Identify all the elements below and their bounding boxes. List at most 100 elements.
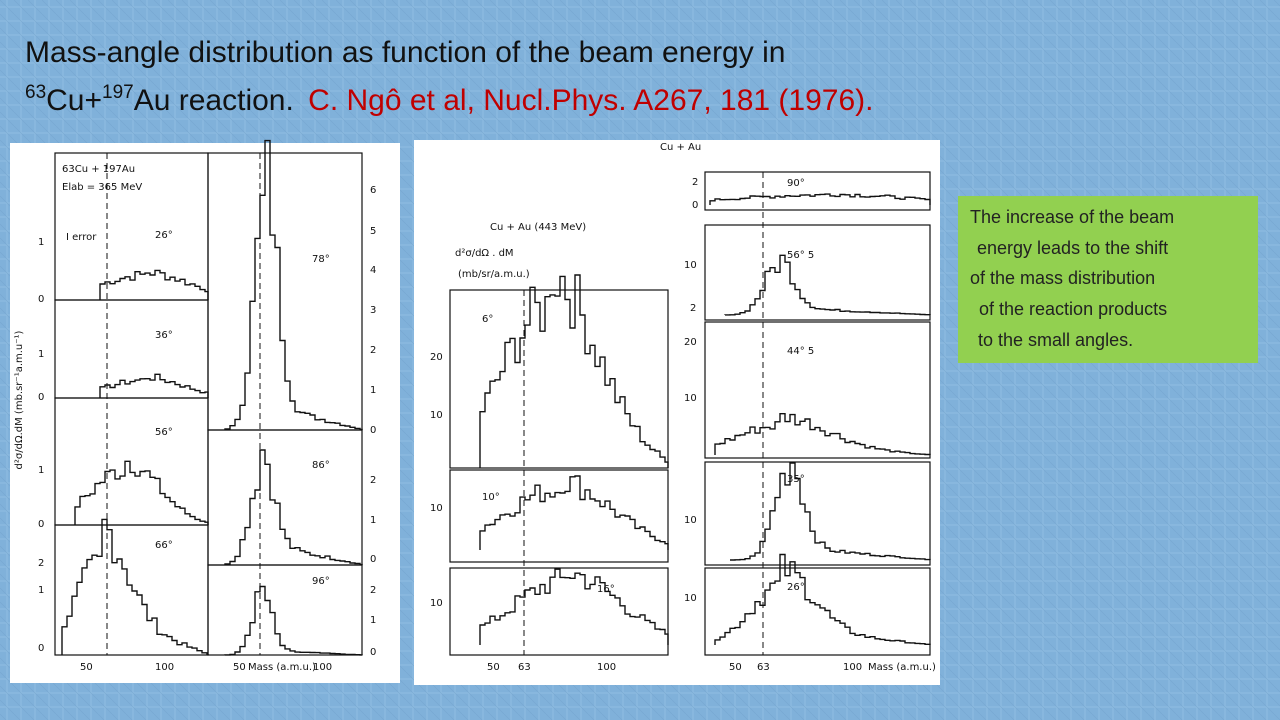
x-tick-label: 100 <box>313 662 332 673</box>
figure-top-label: Cu + Au <box>660 142 701 153</box>
note-line: of the reaction products <box>979 299 1167 319</box>
y-tick-label: 10 <box>430 503 443 514</box>
histogram <box>714 413 931 456</box>
y-tick-label: 10 <box>430 598 443 609</box>
y-tick-label: 1 <box>370 385 376 396</box>
y-axis-label: d²σ/dΩ . dM <box>455 248 514 259</box>
y-tick-label: 10 <box>684 260 697 271</box>
error-label: I error <box>66 232 97 243</box>
citation: C. Ngô et al, Nucl.Phys. A267, 181 (1976… <box>308 84 873 117</box>
histogram <box>479 568 669 645</box>
y-tick-label: 0 <box>38 643 44 654</box>
angle-label: 44° 5 <box>787 346 814 357</box>
y-tick-label: 0 <box>370 554 376 565</box>
superscript: 197 <box>102 82 134 103</box>
plot-frame <box>449 469 669 563</box>
note-line: to the small angles. <box>978 330 1133 350</box>
title-line: 63Cu+197Au reaction. C. Ngô et al, Nucl.… <box>25 82 873 117</box>
histogram <box>714 553 931 645</box>
x-tick-label: 50 <box>729 662 742 673</box>
histogram <box>730 462 931 561</box>
histogram <box>99 373 209 398</box>
angle-label: 56° 5 <box>787 250 814 261</box>
angle-label: 26° <box>787 582 805 593</box>
x-tick-label: 50 <box>487 662 500 673</box>
plot-frame <box>704 461 931 566</box>
y-tick-label: 1 <box>38 465 44 476</box>
x-axis-label: Mass (a.m.u.) <box>248 662 316 673</box>
angle-label: 36° <box>155 330 173 341</box>
title-text: Au reaction. <box>134 84 302 117</box>
plot-frame <box>449 567 669 656</box>
title-text: Cu+ <box>46 84 102 117</box>
plot-frame <box>704 321 931 459</box>
y-axis-label: d²σ/dΩ.dM (mb.sr⁻¹a.m.u⁻¹) <box>14 330 25 469</box>
y-tick-label: 2 <box>370 585 376 596</box>
angle-label: 16° <box>597 584 615 595</box>
x-tick-label: 100 <box>155 662 174 673</box>
histogram <box>61 518 209 656</box>
plot-frame <box>449 289 669 469</box>
y-tick-label: 1 <box>38 349 44 360</box>
angle-label: 66° <box>155 540 173 551</box>
note-line: energy leads to the shift <box>977 238 1168 258</box>
y-tick-label: 1 <box>370 515 376 526</box>
angle-label: 86° <box>312 460 330 471</box>
y-tick-label: 2 <box>38 558 44 569</box>
angle-label: 96° <box>312 576 330 587</box>
title-line: Mass-angle distribution as function of t… <box>25 36 785 69</box>
plot-frame <box>704 171 931 211</box>
angle-label: 26° <box>155 230 173 241</box>
y-tick-label: 0 <box>692 200 698 211</box>
angle-label: 6° <box>482 314 493 325</box>
histogram <box>224 139 363 431</box>
note-box <box>958 196 1258 363</box>
histogram <box>709 193 931 205</box>
superscript: 63 <box>25 82 46 103</box>
x-tick-label: 63 <box>757 662 770 673</box>
histogram <box>224 449 363 566</box>
angle-label: 35° <box>787 474 805 485</box>
plot-frame <box>207 564 363 656</box>
x-tick-label: 63 <box>518 662 531 673</box>
y-tick-label: 0 <box>38 519 44 530</box>
angle-label: 78° <box>312 254 330 265</box>
figure-right <box>414 140 940 685</box>
histogram <box>479 475 669 550</box>
x-axis-label: Mass (a.m.u.) <box>868 662 936 673</box>
y-tick-label: 0 <box>370 647 376 658</box>
figure-left <box>10 143 400 683</box>
y-tick-label: 10 <box>684 515 697 526</box>
y-tick-label: 10 <box>430 410 443 421</box>
y-tick-label: 1 <box>38 237 44 248</box>
y-tick-label: 3 <box>370 305 376 316</box>
y-tick-label: 0 <box>370 425 376 436</box>
x-tick-label: 50 <box>233 662 246 673</box>
y-tick-label: 2 <box>370 345 376 356</box>
histogram <box>724 254 931 316</box>
histogram <box>224 585 363 656</box>
y-tick-label: 6 <box>370 185 376 196</box>
y-tick-label: 4 <box>370 265 376 276</box>
histogram <box>99 269 209 300</box>
y-tick-label: 5 <box>370 226 376 237</box>
note-line: of the mass distribution <box>970 268 1155 288</box>
figure-header: 63Cu + 197Au <box>62 164 135 175</box>
angle-label: 90° <box>787 178 805 189</box>
y-tick-label: 20 <box>684 337 697 348</box>
plot-frame <box>704 224 931 321</box>
figure-header: Cu + Au (443 MeV) <box>490 222 586 233</box>
y-tick-label: 0 <box>38 294 44 305</box>
y-tick-label: 1 <box>370 615 376 626</box>
angle-label: 10° <box>482 492 500 503</box>
y-tick-label: 20 <box>430 352 443 363</box>
figure-header: Elab = 365 MeV <box>62 182 142 193</box>
y-tick-label: 2 <box>690 303 696 314</box>
x-tick-label: 100 <box>843 662 862 673</box>
note-line: The increase of the beam <box>970 207 1174 227</box>
histogram <box>479 274 669 468</box>
x-tick-label: 100 <box>597 662 616 673</box>
y-tick-label: 1 <box>38 585 44 596</box>
